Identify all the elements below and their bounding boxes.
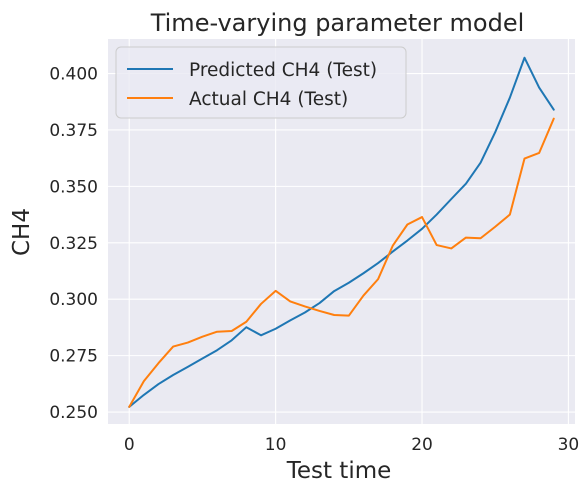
y-tick-label: 0.250 [49, 403, 98, 423]
y-tick-label: 0.375 [49, 121, 98, 141]
y-tick-label: 0.350 [49, 177, 98, 197]
x-tick-label: 30 [558, 435, 580, 455]
x-tick-labels: 0 10 20 30 [124, 435, 579, 455]
legend-label: Actual CH4 (Test) [189, 89, 348, 110]
series-line-2 [128, 117, 555, 408]
x-axis-label: Test time [286, 458, 392, 484]
y-tick-label: 0.300 [49, 290, 98, 310]
y-tick-label: 0.325 [49, 234, 98, 254]
legend: Predicted CH4 (Test) Actual CH4 (Test) [115, 46, 407, 119]
x-tick-label: 10 [265, 435, 287, 455]
y-axis-label: CH4 [9, 208, 35, 256]
y-tick-label: 0.275 [49, 347, 98, 367]
series-layer [128, 56, 555, 408]
series-line-1 [128, 56, 555, 408]
legend-label: Predicted CH4 (Test) [189, 60, 377, 81]
x-tick-label: 20 [411, 435, 433, 455]
y-tick-labels: 0.250 0.275 0.300 0.325 0.350 0.375 0.400 [49, 65, 98, 424]
y-tick-label: 0.400 [49, 65, 98, 85]
legend-frame [115, 46, 407, 119]
chart-title: Time-varying parameter model [150, 9, 525, 37]
x-tick-label: 0 [124, 435, 135, 455]
